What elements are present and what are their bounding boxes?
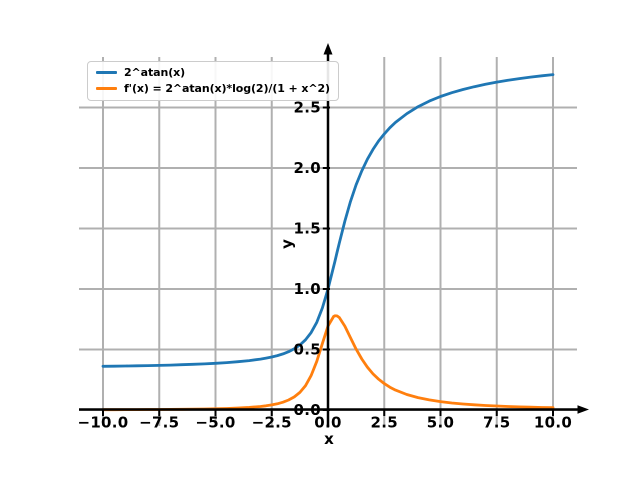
legend-entry: f'(x) = 2^atan(x)*log(2)/(1 + x^2)	[96, 81, 330, 96]
legend-line-sample-orange	[96, 87, 117, 90]
legend-label: f'(x) = 2^atan(x)*log(2)/(1 + x^2)	[124, 82, 330, 95]
y-axis-arrow-icon	[323, 43, 333, 55]
x-tick-label: −7.5	[139, 414, 179, 432]
y-tick-label: 1.5	[294, 220, 321, 238]
x-tick-label: 7.5	[483, 414, 510, 432]
legend-entry: 2^atan(x)	[96, 65, 330, 80]
curve-series-0	[101, 73, 555, 368]
x-tick-label: −10.0	[77, 414, 128, 432]
y-tick-label: 0.5	[294, 341, 321, 359]
y-axis-label: y	[278, 239, 296, 249]
y-tick-label: 2.5	[294, 99, 321, 117]
x-tick-label: −5.0	[195, 414, 235, 432]
x-tick-label: 2.5	[371, 414, 398, 432]
x-tick-label: 5.0	[427, 414, 454, 432]
y-tick-label: 0.0	[294, 401, 321, 419]
x-tick-label: 0.0	[314, 414, 341, 432]
x-tick-label: −2.5	[252, 414, 292, 432]
legend: 2^atan(x) f'(x) = 2^atan(x)*log(2)/(1 + …	[87, 61, 339, 101]
x-axis-label: x	[324, 430, 334, 448]
legend-line-sample-blue	[96, 71, 117, 74]
legend-label: 2^atan(x)	[124, 66, 186, 79]
x-axis-arrow-icon	[577, 405, 589, 414]
x-tick-label: 10.0	[534, 414, 572, 432]
y-tick-label: 1.0	[294, 280, 321, 298]
y-tick-label: 2.0	[294, 159, 321, 177]
